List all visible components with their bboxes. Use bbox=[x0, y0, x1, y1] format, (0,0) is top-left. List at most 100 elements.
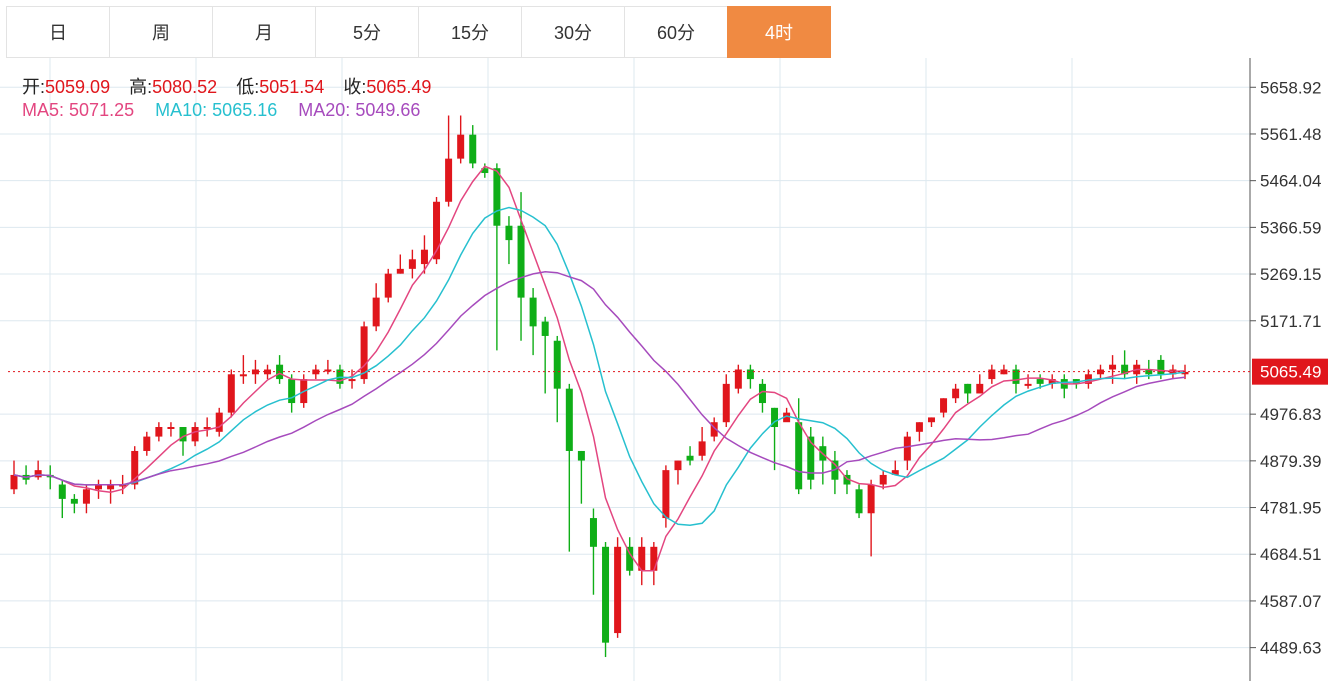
tab-30min[interactable]: 30分 bbox=[521, 6, 625, 58]
candle-body bbox=[915, 422, 923, 432]
candle-body bbox=[879, 474, 887, 485]
candle-body bbox=[734, 369, 742, 389]
close-label: 收: bbox=[343, 77, 367, 97]
ma20-line bbox=[13, 270, 1186, 486]
candle-body bbox=[457, 134, 465, 159]
candle-body bbox=[867, 484, 875, 514]
candle-body bbox=[855, 489, 863, 514]
candle-body bbox=[360, 326, 368, 380]
tab-month[interactable]: 月 bbox=[212, 6, 316, 58]
candle-body bbox=[95, 484, 103, 490]
candle-body bbox=[722, 383, 730, 423]
candle-body bbox=[553, 340, 561, 389]
high-label: 高: bbox=[129, 77, 153, 97]
candle-body bbox=[58, 484, 66, 499]
candle-body bbox=[493, 168, 501, 226]
tab-day[interactable]: 日 bbox=[6, 6, 110, 58]
candle-body bbox=[771, 407, 779, 428]
candle-body bbox=[143, 436, 151, 451]
open-value: 5059.09 bbox=[45, 77, 111, 97]
candle-body bbox=[155, 427, 163, 437]
candle-body bbox=[131, 450, 139, 485]
candle-body bbox=[396, 268, 404, 274]
candle-body bbox=[167, 427, 175, 430]
candle-body bbox=[227, 374, 235, 413]
y-tick-label: 5561.48 bbox=[1260, 125, 1321, 144]
candle-body bbox=[70, 498, 78, 504]
low-value: 5051.54 bbox=[259, 77, 325, 97]
ma5-label: MA5: bbox=[22, 100, 65, 120]
candle-body bbox=[239, 374, 247, 377]
candle-body bbox=[288, 379, 296, 404]
candle-body bbox=[927, 417, 935, 423]
tab-week[interactable]: 周 bbox=[109, 6, 213, 58]
tab-4hour[interactable]: 4时 bbox=[727, 6, 831, 58]
last-price-label: 5065.49 bbox=[1260, 363, 1321, 382]
ma20-label: MA20: bbox=[298, 100, 351, 120]
candle-body bbox=[324, 369, 332, 372]
y-tick-label: 5658.92 bbox=[1260, 78, 1321, 97]
candle-body bbox=[698, 441, 706, 456]
candle-body bbox=[203, 427, 211, 430]
candle-body bbox=[650, 546, 658, 571]
last-price-badge bbox=[1252, 358, 1328, 385]
candle-body bbox=[783, 412, 791, 423]
candle-body bbox=[903, 436, 911, 461]
ma5-value: 5071.25 bbox=[69, 100, 135, 120]
candle-body bbox=[807, 436, 815, 480]
candle-body bbox=[191, 427, 199, 442]
tab-15min[interactable]: 15分 bbox=[418, 6, 522, 58]
ma10-line bbox=[13, 206, 1186, 527]
candle-body bbox=[10, 474, 18, 490]
y-tick-label: 5269.15 bbox=[1260, 265, 1321, 284]
candle-body bbox=[481, 168, 489, 174]
candle-body bbox=[1024, 383, 1032, 386]
y-tick-label: 4879.39 bbox=[1260, 452, 1321, 471]
candle-body bbox=[638, 546, 646, 571]
candle-body bbox=[940, 398, 948, 413]
y-tick-label: 4489.63 bbox=[1260, 639, 1321, 658]
low-label: 低: bbox=[236, 77, 260, 97]
candle-body bbox=[1181, 371, 1189, 375]
ma20-value: 5049.66 bbox=[355, 100, 421, 120]
y-tick-label: 5464.04 bbox=[1260, 172, 1321, 191]
candle-body bbox=[372, 297, 380, 327]
high-value: 5080.52 bbox=[152, 77, 218, 97]
tab-5min[interactable]: 5分 bbox=[315, 6, 419, 58]
candle-body bbox=[565, 388, 573, 451]
candle-body bbox=[1084, 374, 1092, 384]
candle-body bbox=[348, 379, 356, 382]
close-value: 5065.49 bbox=[366, 77, 432, 97]
candle-body bbox=[34, 470, 42, 478]
candle-body bbox=[517, 225, 525, 298]
candle-body bbox=[891, 470, 899, 475]
candle-body bbox=[686, 455, 694, 461]
candle-body bbox=[82, 489, 90, 504]
candle-body bbox=[529, 297, 537, 327]
candle-body bbox=[107, 484, 115, 490]
ma10-label: MA10: bbox=[155, 100, 208, 120]
candle-body bbox=[408, 259, 416, 269]
y-tick-label: 4587.07 bbox=[1260, 592, 1321, 611]
candle-body bbox=[964, 383, 972, 394]
candle-body bbox=[674, 460, 682, 471]
candle-body bbox=[710, 422, 718, 437]
candle-body bbox=[1048, 379, 1056, 384]
tab-60min[interactable]: 60分 bbox=[624, 6, 728, 58]
candle-body bbox=[589, 518, 597, 547]
candle-body bbox=[795, 422, 803, 490]
candle-body bbox=[433, 201, 441, 260]
candle-body bbox=[614, 546, 622, 634]
candle-body bbox=[746, 369, 754, 380]
candle-body bbox=[1012, 369, 1020, 384]
timeframe-tabs: 日 周 月 5分 15分 30分 60分 4时 bbox=[6, 6, 831, 58]
candle-body bbox=[1036, 379, 1044, 384]
y-tick-label: 4781.95 bbox=[1260, 499, 1321, 518]
candle-body bbox=[758, 383, 766, 404]
candle-body bbox=[505, 225, 513, 241]
y-tick-label: 5171.71 bbox=[1260, 312, 1321, 331]
candle-body bbox=[952, 388, 960, 399]
candle-body bbox=[420, 249, 428, 265]
y-tick-label: 5366.59 bbox=[1260, 218, 1321, 237]
